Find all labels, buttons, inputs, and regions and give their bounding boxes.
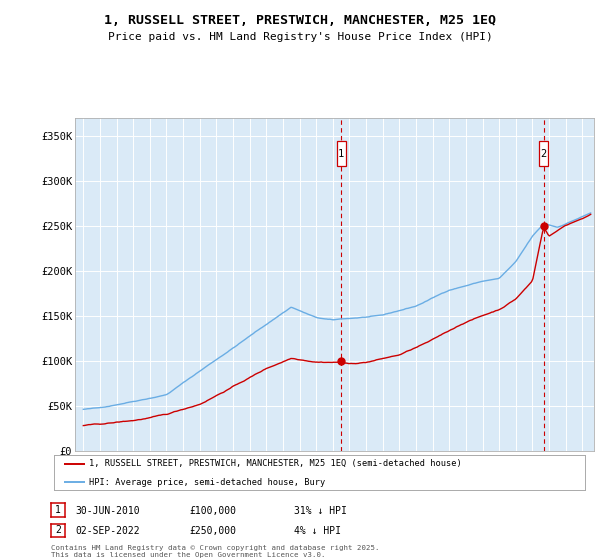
Text: Contains HM Land Registry data © Crown copyright and database right 2025.
This d: Contains HM Land Registry data © Crown c…: [51, 545, 380, 558]
Text: 4% ↓ HPI: 4% ↓ HPI: [294, 526, 341, 536]
Text: 2: 2: [541, 148, 547, 158]
Text: HPI: Average price, semi-detached house, Bury: HPI: Average price, semi-detached house,…: [89, 478, 325, 487]
Text: £100,000: £100,000: [189, 506, 236, 516]
Text: 1: 1: [55, 505, 61, 515]
Text: Price paid vs. HM Land Registry's House Price Index (HPI): Price paid vs. HM Land Registry's House …: [107, 32, 493, 42]
Text: 1, RUSSELL STREET, PRESTWICH, MANCHESTER, M25 1EQ: 1, RUSSELL STREET, PRESTWICH, MANCHESTER…: [104, 14, 496, 27]
Text: 31% ↓ HPI: 31% ↓ HPI: [294, 506, 347, 516]
Text: 2: 2: [55, 525, 61, 535]
Text: £250,000: £250,000: [189, 526, 236, 536]
Text: 02-SEP-2022: 02-SEP-2022: [75, 526, 140, 536]
Text: 30-JUN-2010: 30-JUN-2010: [75, 506, 140, 516]
FancyBboxPatch shape: [539, 141, 548, 166]
Text: 1, RUSSELL STREET, PRESTWICH, MANCHESTER, M25 1EQ (semi-detached house): 1, RUSSELL STREET, PRESTWICH, MANCHESTER…: [89, 459, 461, 468]
Text: 1: 1: [338, 148, 344, 158]
FancyBboxPatch shape: [337, 141, 346, 166]
